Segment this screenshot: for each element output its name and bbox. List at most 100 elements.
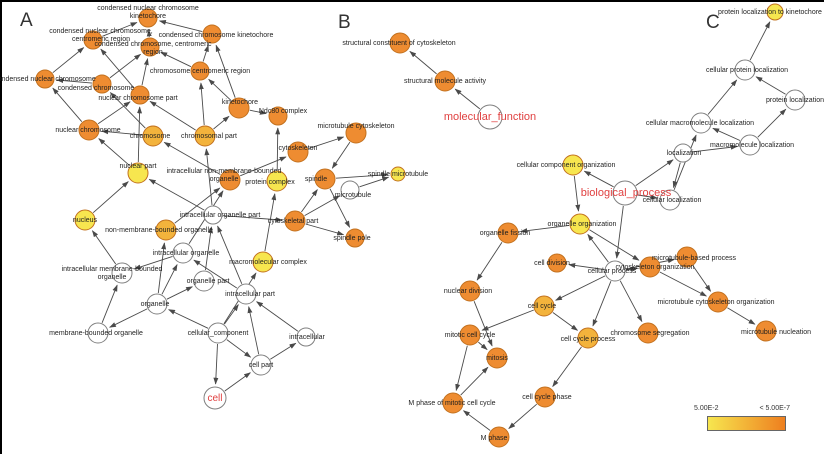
- node-inmbo[interactable]: [219, 169, 241, 191]
- node-nchr[interactable]: [78, 119, 100, 141]
- node-label-scc: structural constituent of cytoskeleton: [342, 40, 455, 47]
- node-ccc[interactable]: [140, 37, 160, 57]
- edge-csp-sp: [301, 189, 318, 213]
- edge-cpl-plk: [749, 21, 771, 61]
- node-mph[interactable]: [488, 426, 510, 448]
- node-ccph[interactable]: [534, 386, 556, 408]
- node-cco[interactable]: [207, 322, 229, 344]
- node-pc[interactable]: [266, 170, 288, 192]
- node-mn[interactable]: [755, 320, 777, 342]
- node-spp[interactable]: [345, 228, 365, 248]
- edge-cco-cell: [213, 343, 219, 385]
- node-ic[interactable]: [296, 327, 316, 347]
- node-sma[interactable]: [434, 70, 456, 92]
- node-cd[interactable]: [547, 253, 567, 273]
- node-mt[interactable]: [340, 180, 360, 200]
- node-of[interactable]: [497, 222, 519, 244]
- node-bp[interactable]: [612, 180, 638, 206]
- edge-mmc-pc: [264, 193, 277, 252]
- node-label-mf: molecular_function: [444, 111, 536, 123]
- legend-gradient-bar: [707, 416, 786, 431]
- node-mbp[interactable]: [676, 246, 698, 268]
- node-ncp[interactable]: [130, 85, 150, 105]
- node-label-mc: microtubule cytoskeleton: [317, 123, 394, 130]
- node-label-kin: kinetochore: [222, 99, 258, 106]
- node-label-ccc: condensed chromosome, centromeric region: [94, 41, 212, 56]
- node-kin[interactable]: [228, 97, 250, 119]
- edge-imbo-nuc: [91, 230, 117, 265]
- edge-loc-cl: [672, 162, 681, 189]
- node-ccy[interactable]: [533, 295, 555, 317]
- node-mc[interactable]: [345, 122, 367, 144]
- node-smt[interactable]: [390, 166, 406, 182]
- edge-kin-ndc: [249, 109, 267, 115]
- node-cnc[interactable]: [35, 69, 55, 89]
- node-mf[interactable]: [477, 104, 503, 130]
- edge-op-iop: [205, 226, 214, 271]
- node-csp[interactable]: [284, 210, 306, 232]
- node-loc[interactable]: [673, 143, 693, 163]
- node-ml[interactable]: [739, 134, 761, 156]
- edge-cp-kin: [213, 115, 230, 130]
- node-mmc[interactable]: [252, 251, 274, 273]
- edge-cl-cml: [673, 134, 697, 190]
- edge-np-nchr: [98, 138, 130, 167]
- node-cmo[interactable]: [562, 154, 584, 176]
- edge-ccr-ccc: [160, 51, 192, 68]
- node-cnck[interactable]: [138, 8, 158, 28]
- node-np[interactable]: [127, 162, 149, 184]
- edge-np-ncp: [137, 106, 143, 163]
- edge-cmo-oo: [573, 175, 581, 212]
- node-mpm[interactable]: [442, 392, 464, 414]
- node-iop[interactable]: [203, 205, 223, 225]
- node-cpt[interactable]: [250, 354, 272, 376]
- node-cck[interactable]: [202, 24, 222, 44]
- node-scc[interactable]: [389, 32, 411, 54]
- node-ip[interactable]: [235, 283, 257, 305]
- edge-cs-mc: [308, 136, 345, 150]
- node-co[interactable]: [639, 256, 661, 278]
- node-oo[interactable]: [569, 213, 591, 235]
- node-cs[interactable]: [287, 141, 309, 163]
- node-cp[interactable]: [194, 125, 216, 147]
- edge-ncp-ccc: [141, 58, 149, 86]
- node-mbo[interactable]: [87, 322, 109, 344]
- node-ndc[interactable]: [268, 106, 288, 126]
- node-cl[interactable]: [659, 189, 681, 211]
- node-csg[interactable]: [637, 322, 659, 344]
- node-sp[interactable]: [314, 168, 336, 190]
- node-org[interactable]: [146, 293, 168, 315]
- node-cncc[interactable]: [83, 30, 103, 50]
- edge-cco-org: [168, 309, 209, 329]
- node-nuc[interactable]: [74, 209, 96, 231]
- node-cell[interactable]: [203, 386, 227, 410]
- node-nmbo[interactable]: [155, 219, 177, 241]
- node-io[interactable]: [172, 242, 194, 264]
- node-label-smt: spindle microtubule: [368, 171, 428, 178]
- node-ccp2[interactable]: [577, 327, 599, 349]
- edge-cp-ncp: [149, 101, 196, 131]
- edge-ip-iop: [217, 225, 243, 284]
- node-pl[interactable]: [784, 89, 806, 111]
- edge-bp-cmo: [583, 170, 614, 188]
- figure-border-left: [0, 0, 2, 454]
- node-imbo[interactable]: [111, 262, 133, 284]
- node-label-ccr: chromosome centromeric region: [150, 68, 250, 75]
- node-chr[interactable]: [142, 125, 164, 147]
- node-cpl[interactable]: [734, 59, 756, 81]
- node-nd[interactable]: [459, 280, 481, 302]
- node-op[interactable]: [193, 270, 215, 292]
- node-ccr[interactable]: [190, 61, 210, 81]
- edge-mt-smt: [359, 176, 390, 188]
- node-cc2[interactable]: [92, 74, 112, 94]
- node-mco[interactable]: [707, 291, 729, 313]
- node-mit[interactable]: [486, 347, 508, 369]
- node-mcc[interactable]: [459, 324, 481, 346]
- node-plk[interactable]: [766, 3, 784, 21]
- node-label-cncc: condensed nuclear chromosome, centromeric…: [49, 28, 153, 43]
- node-cml[interactable]: [690, 112, 712, 134]
- edge-pc-ndc: [275, 127, 281, 171]
- node-cpr[interactable]: [604, 260, 626, 282]
- edge-org-io: [161, 263, 178, 295]
